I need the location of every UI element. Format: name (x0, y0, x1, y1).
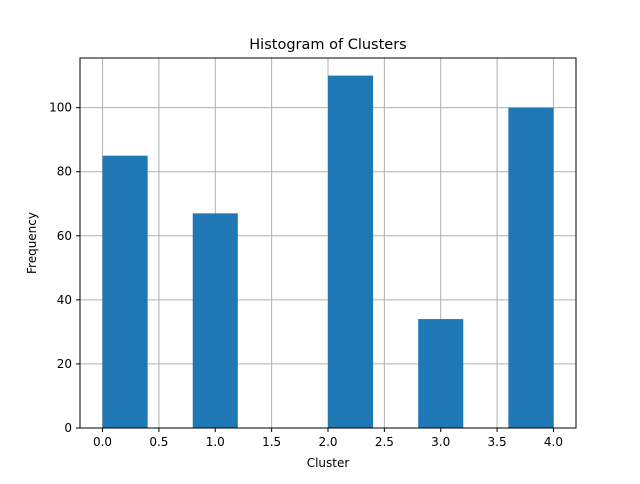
y-axis-title: Frequency (25, 212, 39, 274)
x-tick-label-3: 1.5 (262, 435, 281, 449)
histogram-bar-2 (192, 213, 238, 428)
x-axis-title: Cluster (307, 456, 350, 470)
y-tick-label-2: 40 (57, 293, 72, 307)
axis-ticks: 0.0 0.5 1.0 1.5 2.0 2.5 3.0 3.5 4.0 0 20 40 60 80 100 (49, 101, 563, 449)
x-tick-label-6: 3.0 (431, 435, 450, 449)
histogram-bar-7 (418, 319, 464, 428)
x-tick-label-0: 0.0 (93, 435, 112, 449)
x-tick-label-7: 3.5 (488, 435, 507, 449)
y-tick-label-5: 100 (49, 101, 72, 115)
y-tick-label-1: 20 (57, 357, 72, 371)
x-tick-label-5: 2.5 (375, 435, 394, 449)
histogram-bar-0 (102, 155, 148, 428)
y-tick-label-4: 80 (57, 165, 72, 179)
bars (102, 75, 554, 428)
y-tick-label-3: 60 (57, 229, 72, 243)
x-tick-label-4: 2.0 (318, 435, 337, 449)
x-tick-label-8: 4.0 (544, 435, 563, 449)
chart-title: Histogram of Clusters (249, 37, 406, 53)
x-tick-label-2: 1.0 (206, 435, 225, 449)
y-tick-label-0: 0 (64, 421, 72, 435)
histogram-bar-9 (508, 107, 554, 428)
x-tick-label-1: 0.5 (149, 435, 168, 449)
histogram-bar-5 (328, 75, 374, 428)
